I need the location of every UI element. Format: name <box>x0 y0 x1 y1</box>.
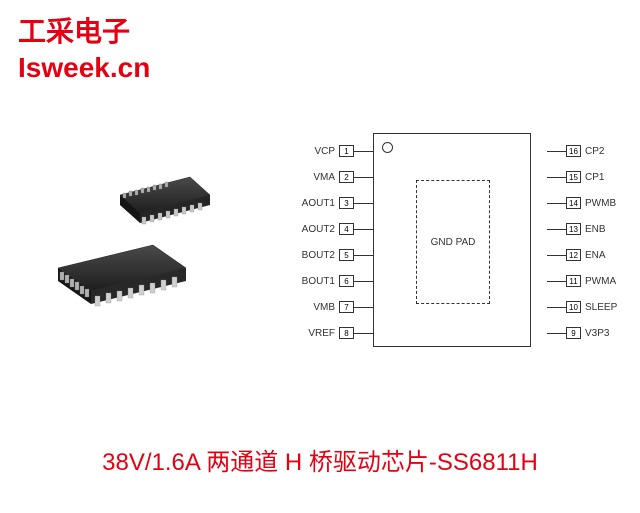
pin-lead <box>547 333 566 334</box>
pin-number: 7 <box>339 301 354 313</box>
product-caption: 38V/1.6A 两通道 H 桥驱动芯片-SS6811H <box>0 442 640 477</box>
gnd-pad-label: GND PAD <box>431 237 476 248</box>
pin-13: 13ENB <box>547 221 625 237</box>
pin-label: VMA <box>295 172 339 183</box>
pin-number: 1 <box>339 145 354 157</box>
pin-lead <box>354 229 373 230</box>
pin-number: 10 <box>566 301 581 313</box>
pin-number: 9 <box>566 327 581 339</box>
pin-11: 11PWMA <box>547 273 625 289</box>
pin-number: 11 <box>566 275 581 287</box>
pin-lead <box>354 177 373 178</box>
pin-15: 15CP1 <box>547 169 625 185</box>
pin-label: VCP <box>295 146 339 157</box>
pin-9: 9V3P3 <box>547 325 625 341</box>
pin-label: AOUT1 <box>295 198 339 209</box>
pin-number: 12 <box>566 249 581 261</box>
pin-12: 12ENA <box>547 247 625 263</box>
pin-label: V3P3 <box>581 328 625 339</box>
brand-logo: 工采电子 Isweek.cn <box>18 14 150 87</box>
pin-label: AOUT2 <box>295 224 339 235</box>
pin-number: 5 <box>339 249 354 261</box>
pin-lead <box>354 333 373 334</box>
pin-number: 14 <box>566 197 581 209</box>
pin-number: 16 <box>566 145 581 157</box>
pin-number: 3 <box>339 197 354 209</box>
pin-lead <box>354 307 373 308</box>
pin-1: VCP1 <box>295 143 373 159</box>
pin-number: 4 <box>339 223 354 235</box>
pin-lead <box>547 151 566 152</box>
pin-lead <box>547 255 566 256</box>
pin-label: BOUT1 <box>295 276 339 287</box>
pin-lead <box>354 151 373 152</box>
gnd-pad: GND PAD <box>416 180 490 304</box>
logo-text-en: Isweek.cn <box>18 50 150 86</box>
pin-5: BOUT25 <box>295 247 373 263</box>
pin-lead <box>354 281 373 282</box>
pin-6: BOUT16 <box>295 273 373 289</box>
pin-8: VREF8 <box>295 325 373 341</box>
pin1-notch <box>382 142 393 153</box>
pin-label: VMB <box>295 302 339 313</box>
pin-label: CP2 <box>581 146 625 157</box>
pin-lead <box>547 307 566 308</box>
pin-14: 14PWMB <box>547 195 625 211</box>
pin-label: BOUT2 <box>295 250 339 261</box>
chip-outline: GND PAD <box>373 133 531 347</box>
pin-lead <box>547 177 566 178</box>
pin-label: ENA <box>581 250 625 261</box>
pin-lead <box>547 229 566 230</box>
pin-number: 8 <box>339 327 354 339</box>
pin-label: CP1 <box>581 172 625 183</box>
pin-label: VREF <box>295 328 339 339</box>
pinout-diagram: GND PAD VCP1 VMA2 AOUT13 AOUT24 BOUT25 BOUT16… <box>295 125 625 365</box>
pin-lead <box>354 203 373 204</box>
pin-number: 13 <box>566 223 581 235</box>
pin-3: AOUT13 <box>295 195 373 211</box>
pin-label: ENB <box>581 224 625 235</box>
pin-number: 15 <box>566 171 581 183</box>
pin-lead <box>547 203 566 204</box>
pin-10: 10SLEEP <box>547 299 625 315</box>
pin-number: 6 <box>339 275 354 287</box>
pin-lead <box>354 255 373 256</box>
pin-lead <box>547 281 566 282</box>
pin-label: PWMA <box>581 276 625 287</box>
pin-7: VMB7 <box>295 299 373 315</box>
pin-4: AOUT24 <box>295 221 373 237</box>
pin-16: 16CP2 <box>547 143 625 159</box>
pin-2: VMA2 <box>295 169 373 185</box>
pin-label: PWMB <box>581 198 625 209</box>
pin-number: 2 <box>339 171 354 183</box>
chip-photo <box>40 155 230 325</box>
pin-label: SLEEP <box>581 302 625 313</box>
logo-text-cn: 工采电子 <box>18 14 150 50</box>
